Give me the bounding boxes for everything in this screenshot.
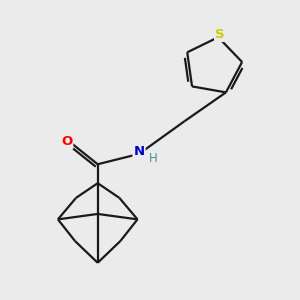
- Text: O: O: [61, 135, 72, 148]
- Text: S: S: [215, 28, 225, 41]
- Text: H: H: [149, 152, 158, 164]
- Text: N: N: [134, 145, 145, 158]
